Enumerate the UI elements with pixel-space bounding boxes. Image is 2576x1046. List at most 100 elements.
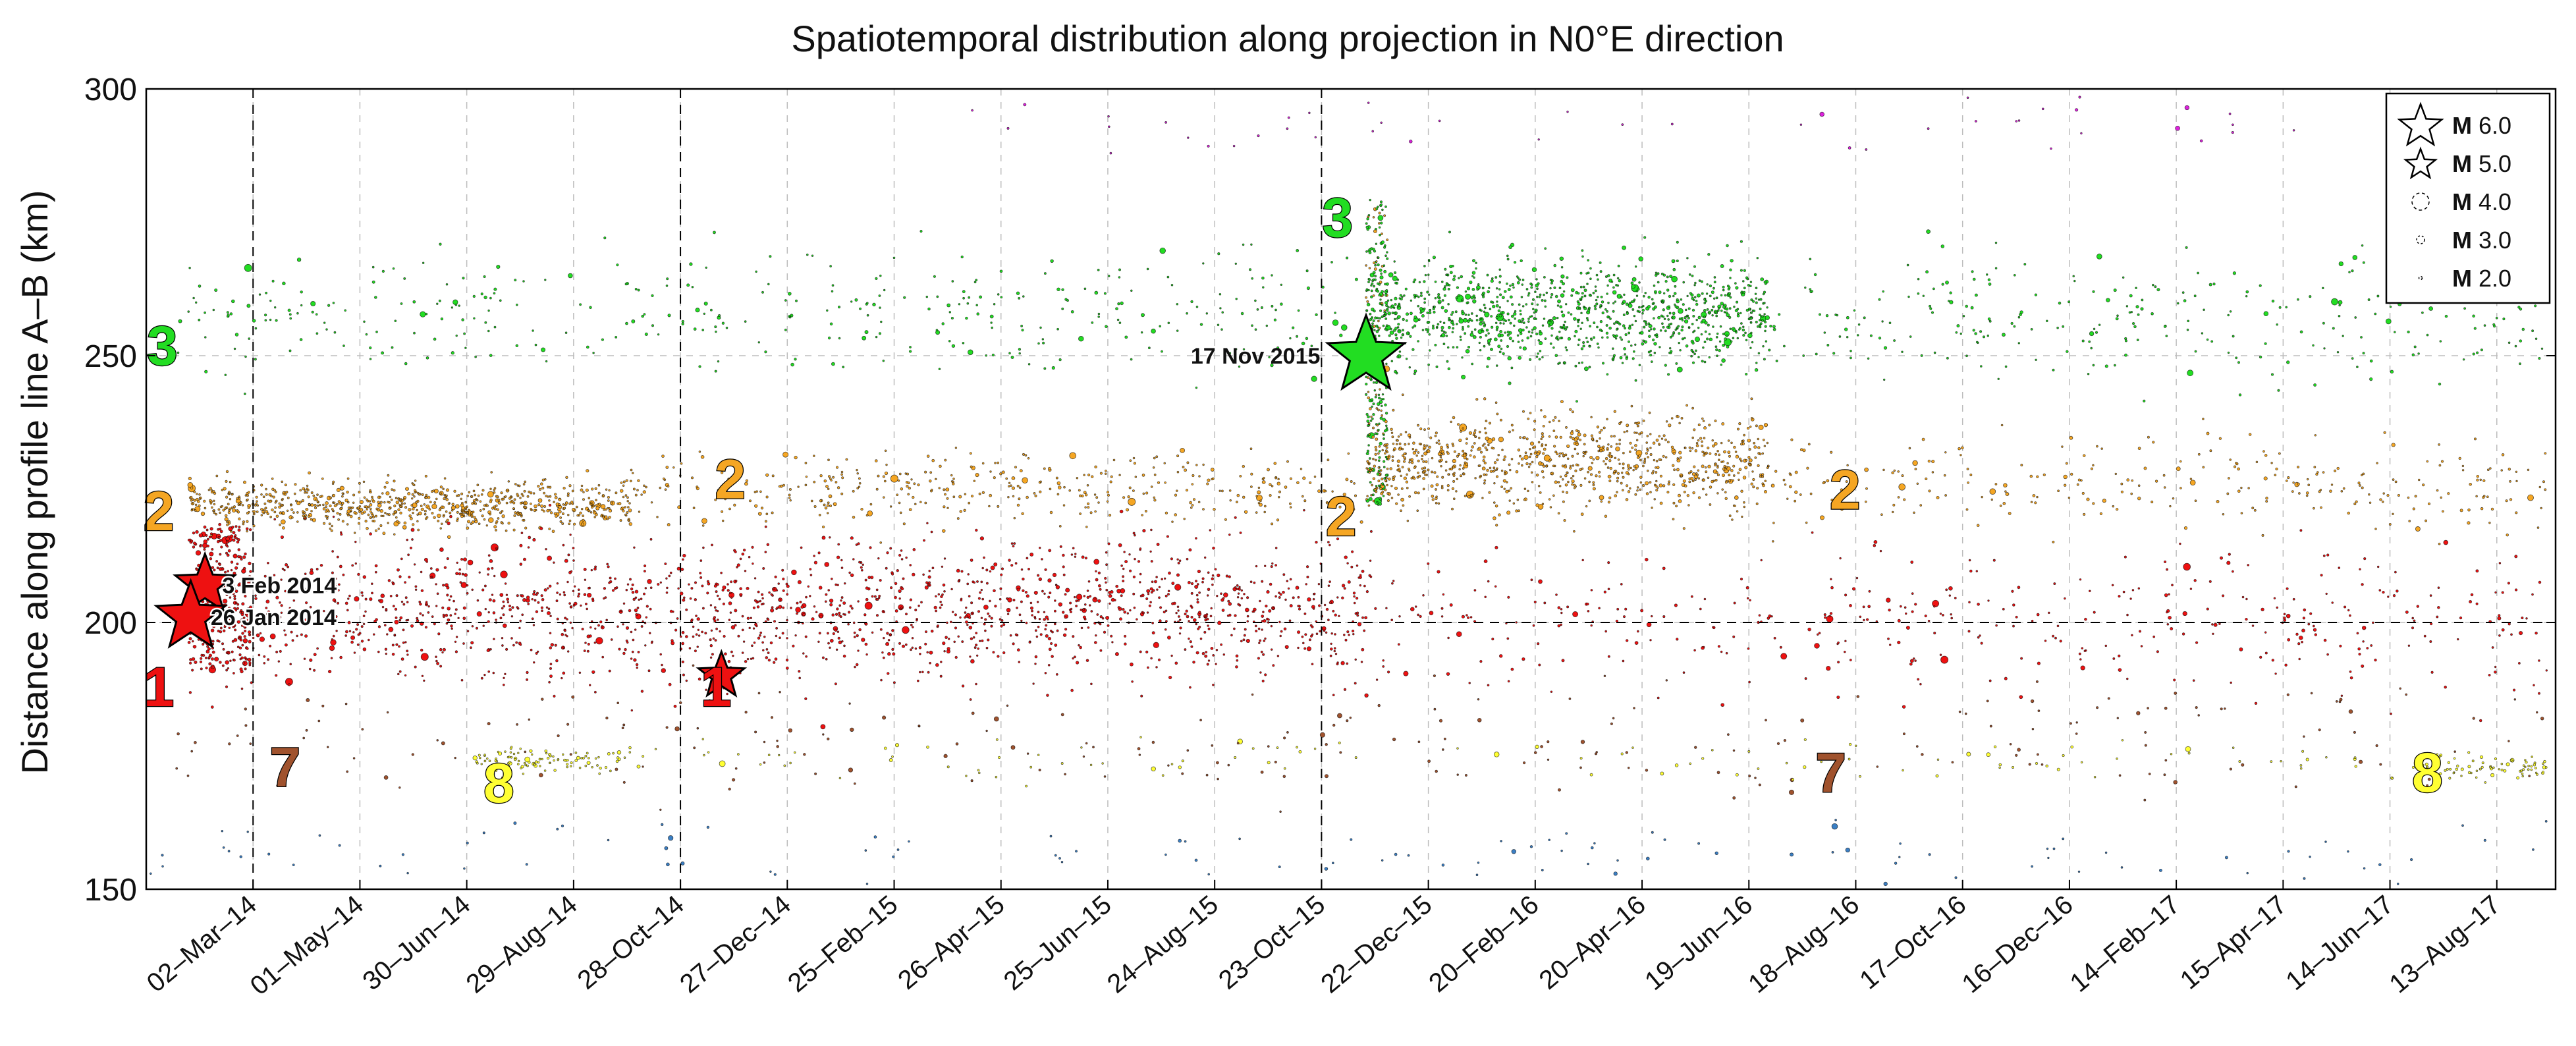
event-point bbox=[834, 682, 837, 686]
event-point bbox=[454, 650, 458, 653]
event-point bbox=[818, 632, 821, 635]
event-point bbox=[975, 528, 978, 532]
event-point bbox=[499, 593, 504, 597]
event-point bbox=[1914, 603, 1917, 606]
event-point bbox=[999, 472, 1002, 476]
event-point bbox=[1506, 637, 1510, 640]
event-point bbox=[1370, 295, 1373, 298]
event-point bbox=[344, 499, 348, 503]
event-point bbox=[392, 512, 395, 516]
event-point bbox=[455, 504, 460, 509]
event-point bbox=[206, 544, 209, 548]
event-point bbox=[744, 659, 748, 663]
event-point bbox=[2467, 521, 2471, 525]
event-point bbox=[307, 495, 310, 499]
event-point bbox=[385, 481, 389, 485]
y-axis-label: Distance along profile line A–B (km) bbox=[14, 190, 55, 774]
event-point bbox=[458, 568, 462, 571]
event-point bbox=[1190, 615, 1193, 619]
event-point bbox=[591, 487, 594, 491]
event-point bbox=[942, 583, 946, 587]
event-point bbox=[1427, 427, 1430, 430]
event-point bbox=[2129, 294, 2133, 298]
event-point bbox=[1497, 344, 1501, 348]
event-point bbox=[1736, 427, 1740, 431]
event-point bbox=[1788, 485, 1792, 489]
event-point bbox=[219, 530, 223, 534]
event-point bbox=[993, 589, 996, 593]
event-point bbox=[2181, 632, 2185, 636]
event-point bbox=[1458, 294, 1460, 297]
event-point bbox=[773, 587, 776, 590]
event-point bbox=[1022, 589, 1025, 592]
event-point bbox=[2479, 719, 2482, 723]
event-point bbox=[945, 487, 950, 492]
event-point bbox=[1373, 325, 1376, 328]
event-point bbox=[1790, 852, 1794, 857]
event-point bbox=[714, 639, 717, 642]
event-point bbox=[446, 586, 450, 590]
event-point bbox=[872, 302, 876, 307]
event-point bbox=[1373, 250, 1377, 253]
event-point bbox=[685, 608, 688, 611]
event-point bbox=[824, 562, 830, 567]
event-point bbox=[894, 609, 898, 613]
event-point bbox=[901, 644, 906, 648]
event-point bbox=[1988, 319, 1992, 323]
event-point bbox=[258, 614, 261, 619]
event-point bbox=[1092, 746, 1095, 749]
event-point bbox=[1054, 854, 1057, 857]
event-point bbox=[1495, 328, 1498, 331]
event-point bbox=[1386, 238, 1389, 242]
event-point bbox=[1001, 470, 1005, 474]
event-point bbox=[827, 501, 830, 505]
event-point bbox=[1452, 458, 1456, 464]
event-point bbox=[549, 663, 553, 665]
event-point bbox=[290, 508, 294, 511]
event-point bbox=[944, 493, 946, 496]
event-point bbox=[1681, 325, 1684, 329]
event-point bbox=[1507, 318, 1510, 321]
event-point bbox=[1639, 476, 1643, 479]
event-point bbox=[461, 572, 464, 576]
event-point bbox=[239, 855, 242, 858]
event-point bbox=[1113, 599, 1116, 602]
event-point bbox=[226, 523, 229, 526]
event-point bbox=[313, 669, 316, 672]
event-point bbox=[608, 509, 613, 512]
event-point bbox=[626, 511, 629, 514]
event-point bbox=[1673, 468, 1676, 472]
event-point bbox=[954, 626, 958, 630]
event-point bbox=[1377, 703, 1381, 707]
event-point bbox=[1166, 535, 1169, 538]
event-point bbox=[2193, 294, 2197, 298]
event-point bbox=[1969, 569, 1973, 573]
event-point bbox=[2057, 489, 2060, 493]
event-point bbox=[217, 528, 220, 531]
event-point bbox=[1702, 478, 1705, 482]
event-point bbox=[1403, 456, 1406, 459]
event-point bbox=[746, 586, 750, 590]
event-point bbox=[222, 647, 225, 651]
event-point bbox=[800, 546, 803, 549]
event-point bbox=[2152, 441, 2155, 444]
event-point bbox=[1401, 393, 1404, 397]
event-point bbox=[402, 641, 405, 644]
event-point bbox=[1498, 654, 1503, 658]
event-point bbox=[887, 672, 890, 675]
event-point bbox=[234, 566, 238, 570]
event-point bbox=[1622, 245, 1627, 250]
event-point bbox=[1497, 309, 1500, 312]
event-point bbox=[1425, 328, 1428, 331]
event-point bbox=[1728, 307, 1732, 310]
event-point bbox=[1608, 496, 1612, 499]
event-point bbox=[1592, 336, 1596, 339]
event-point bbox=[616, 756, 620, 759]
event-point bbox=[548, 503, 552, 507]
event-point bbox=[1954, 876, 1958, 879]
event-point bbox=[439, 647, 443, 651]
event-point bbox=[225, 536, 231, 541]
event-point bbox=[2503, 769, 2507, 773]
event-point bbox=[1485, 436, 1489, 441]
event-point bbox=[983, 622, 986, 626]
